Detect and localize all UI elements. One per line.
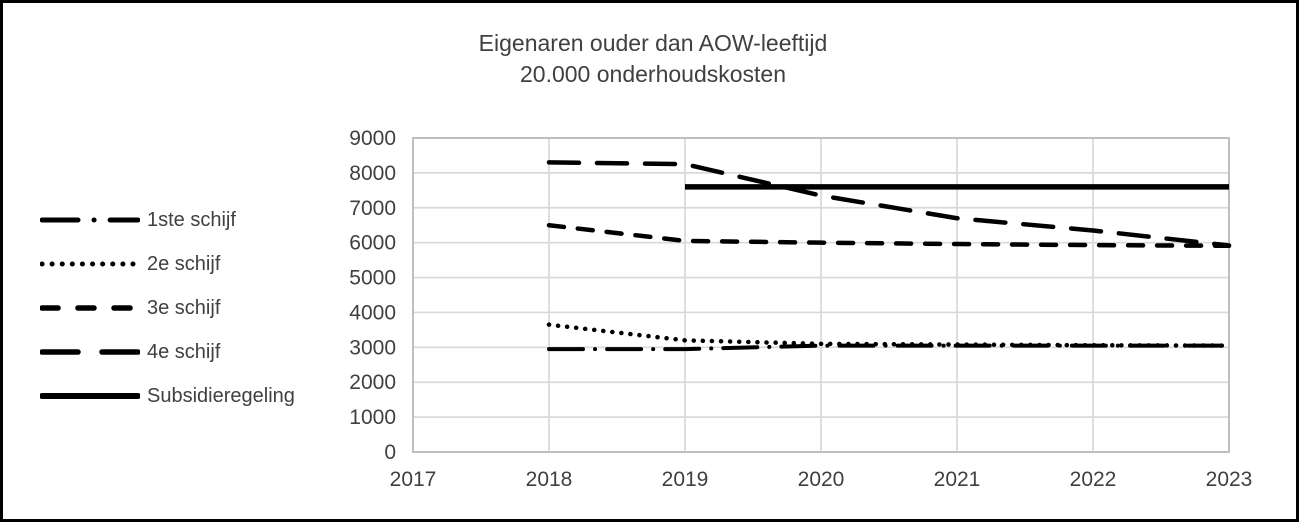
legend-label: Subsidieregeling [147, 384, 295, 407]
series-line-3e-schijf [546, 222, 1232, 249]
series-line-2e-schijf [546, 322, 1232, 348]
legend-item: 4e schijf [40, 330, 295, 374]
x-tick-label: 2021 [934, 468, 981, 491]
legend-line-sample [40, 261, 140, 267]
chart-title-line2: 20.000 onderhoudskosten [520, 61, 786, 87]
x-tick-label: 2023 [1206, 468, 1253, 491]
y-tick-label: 6000 [349, 232, 396, 255]
y-tick-label: 7000 [349, 197, 396, 220]
legend-label: 1ste schijf [147, 208, 236, 231]
y-tick-label: 0 [384, 441, 396, 464]
x-tick-label: 2020 [798, 468, 845, 491]
legend-item: Subsidieregeling [40, 374, 295, 418]
y-tick-label: 5000 [349, 267, 396, 290]
y-tick-label: 1000 [349, 406, 396, 429]
legend-label: 4e schijf [147, 340, 221, 363]
y-tick-label: 3000 [349, 336, 396, 359]
y-tick-label: 9000 [349, 127, 396, 150]
x-tick-label: 2017 [390, 468, 437, 491]
legend-line-sample [40, 217, 140, 223]
y-tick-label: 2000 [349, 371, 396, 394]
x-tick-label: 2018 [526, 468, 573, 491]
chart-title: Eigenaren ouder dan AOW-leeftijd 20.000 … [253, 28, 1053, 90]
legend-label: 3e schijf [147, 296, 221, 319]
legend-item: 1ste schijf [40, 198, 295, 242]
legend-line-sample [40, 393, 140, 399]
legend-line-sample [40, 349, 140, 355]
legend-item: 2e schijf [40, 242, 295, 286]
x-tick-label: 2019 [662, 468, 709, 491]
y-tick-label: 4000 [349, 301, 396, 324]
series-line-4e-schijf [546, 160, 1232, 248]
x-tick-label: 2022 [1070, 468, 1117, 491]
y-tick-label: 8000 [349, 162, 396, 185]
legend-line-sample [40, 305, 140, 311]
chart-title-line1: Eigenaren ouder dan AOW-leeftijd [478, 30, 828, 56]
plot-border [412, 137, 1230, 453]
legend-label: 2e schijf [147, 252, 221, 275]
chart-legend: 1ste schijf 2e schijf 3e schijf 4e schijf Su… [40, 198, 295, 418]
legend-item: 3e schijf [40, 286, 295, 330]
